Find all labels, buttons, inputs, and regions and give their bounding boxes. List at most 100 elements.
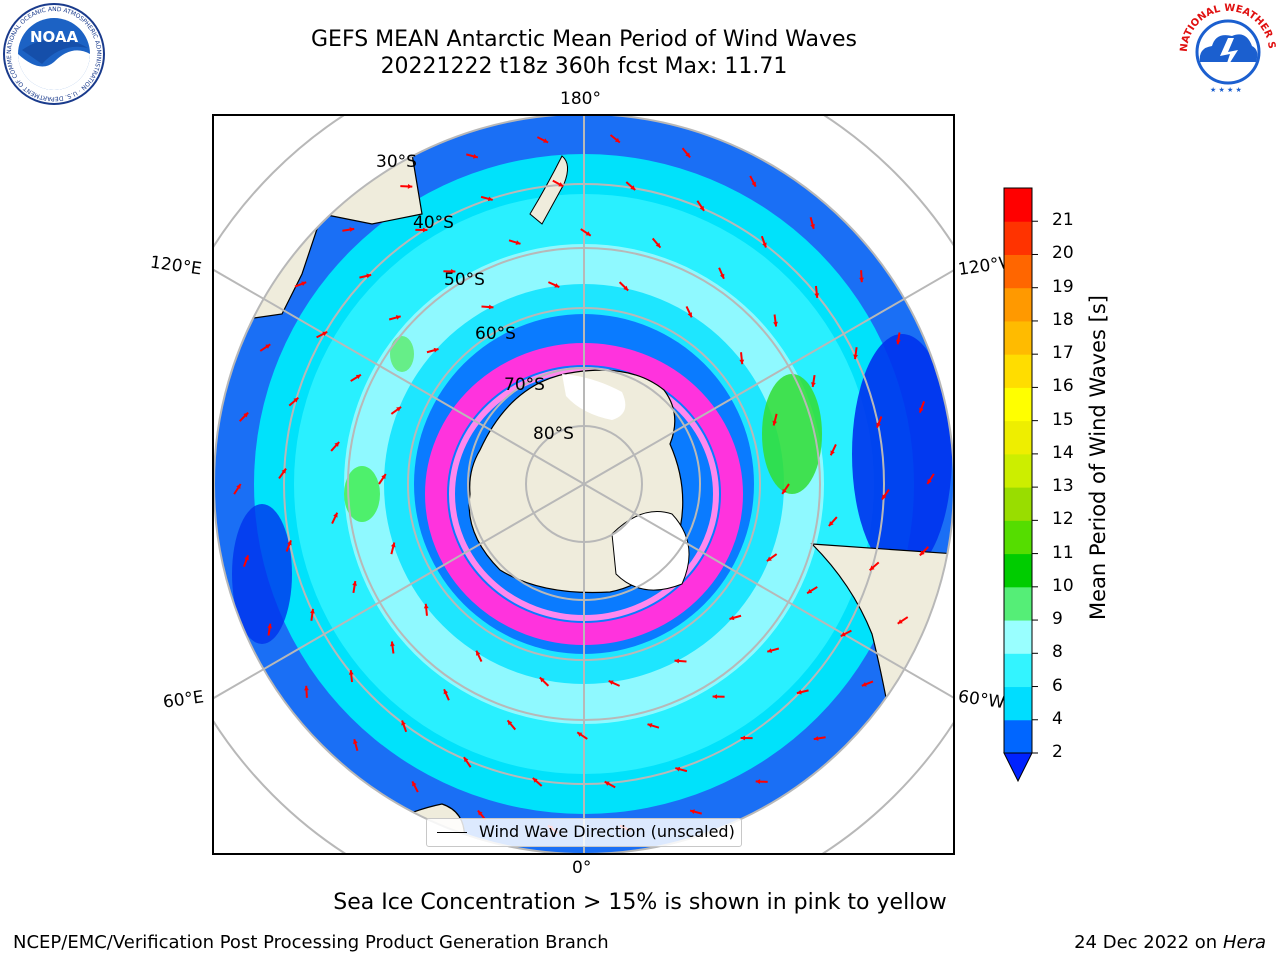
wave-direction-arrowhead (623, 285, 629, 291)
colorbar-segment (1004, 254, 1032, 289)
colorbar-segment (1004, 487, 1032, 521)
wave-direction-arrowhead (287, 540, 292, 546)
chart-subtitle: 20221222 t18z 360h fcst Max: 11.71 (380, 54, 788, 79)
wave-direction-arrowhead (304, 685, 309, 691)
wave-direction-arrowhead (507, 720, 513, 726)
colorbar-segment (1004, 420, 1032, 455)
new-zealand-landmass (529, 155, 568, 225)
wind-wave-direction-arrows (233, 134, 935, 834)
wave-direction-arrowhead (334, 442, 340, 447)
colorbar-tick-label: 19 (1052, 276, 1074, 297)
wave-direction-arrowhead (853, 354, 858, 360)
wave-direction-arrowhead (869, 565, 875, 571)
colorbar-segment (1004, 221, 1032, 255)
colorbar-tick-label: 18 (1052, 309, 1074, 330)
wave-direction-arrowhead (881, 494, 887, 500)
wave-direction-arrowhead (614, 137, 620, 143)
wave-direction-arrowhead (755, 779, 761, 784)
wave-direction-arrowhead (585, 231, 591, 236)
wave-direction-arrowhead (675, 766, 681, 772)
wave-direction-arrowhead (433, 347, 439, 353)
map-frame (212, 114, 955, 855)
wave-direction-arrowhead (463, 757, 469, 763)
wave-direction-arrowhead (401, 720, 406, 726)
wave-direction-arrowhead (355, 374, 361, 380)
colorbar-tick-label: 14 (1052, 442, 1074, 463)
wave-direction-arrowhead (390, 542, 396, 548)
wave-direction-arrowhead (473, 154, 478, 159)
colorbar-extend-triangle (1003, 752, 1033, 783)
noaa-logo-text: NOAA (30, 28, 79, 46)
wave-direction-arrowhead (762, 242, 767, 248)
meridian-label-60e: 60°E (161, 687, 206, 713)
wave-direction-arrowhead (539, 677, 545, 683)
wave-direction-arrowhead (729, 615, 735, 621)
wave-direction-arrowhead (244, 555, 249, 561)
colorbar-tick-label: 11 (1052, 542, 1074, 563)
colorbar-label: Mean Period of Wind Waves [s] (1086, 295, 1110, 620)
colorbar-segment (1004, 520, 1032, 555)
map-legend: Wind Wave Direction (unscaled) (426, 818, 742, 847)
wave-direction-arrowhead (739, 359, 745, 365)
wave-direction-arrowhead (712, 694, 718, 700)
colorbar-tick-label: 15 (1052, 409, 1074, 430)
wave-direction-arrowhead (828, 521, 834, 526)
wave-direction-arrowhead (558, 182, 564, 187)
wave-direction-arrowhead (751, 181, 756, 187)
lat-label-40s: 40°S (413, 213, 454, 233)
wave-direction-arrowhead (366, 273, 372, 279)
colorbar-segment (1004, 586, 1032, 621)
wave-direction-arrowhead (267, 623, 273, 629)
wave-direction-arrowhead (488, 304, 494, 310)
colorbar-segment (1004, 387, 1032, 422)
wave-direction-arrowhead (861, 681, 867, 687)
wave-direction-arrowhead (876, 422, 881, 428)
meridian-label-60w: 60°W (956, 686, 1007, 714)
wave-direction-arrowhead (412, 781, 417, 787)
colorbar-tick-label: 10 (1052, 575, 1074, 596)
lat-label-30s: 30°S (376, 152, 417, 172)
colorbar-tick-label: 9 (1052, 609, 1063, 630)
wave-direction-arrowhead (810, 223, 815, 229)
wave-direction-arrowhead (476, 650, 481, 656)
wave-direction-arrowhead (674, 658, 680, 664)
wave-direction-arrowhead (740, 735, 746, 741)
wave-direction-arrowhead (814, 293, 820, 298)
wave-direction-arrowhead (381, 474, 386, 480)
colorbar-segment (1004, 719, 1032, 754)
wave-direction-arrowhead (685, 152, 691, 158)
wave-direction-arrowhead (236, 484, 241, 489)
colorbar-segment (1004, 686, 1032, 721)
wave-direction-arrowhead (830, 450, 835, 456)
wave-direction-arrowhead (895, 339, 901, 345)
wave-direction-arrowhead (322, 331, 328, 337)
wave-direction-arrowhead (767, 648, 773, 653)
wave-direction-arrowhead (333, 512, 338, 518)
wave-direction-arrowhead (807, 588, 813, 594)
colorbar-tick-label: 16 (1052, 376, 1074, 397)
wave-direction-arrowhead (897, 619, 903, 624)
sea-ice-caption: Sea Ice Concentration > 15% is shown in … (333, 890, 947, 915)
colorbar-outline (1003, 187, 1033, 754)
svg-text:★ ★ ★ ★: ★ ★ ★ ★ (1210, 86, 1242, 94)
footer-date: 24 Dec 2022 on Hera (1074, 932, 1266, 953)
wave-direction-arrowhead (423, 603, 429, 609)
meridian-label-180: 180° (560, 89, 601, 109)
wave-direction-arrowhead (310, 608, 315, 614)
wave-direction-arrowhead (293, 397, 299, 403)
colorbar-tick-label: 21 (1052, 210, 1074, 231)
lat-label-60s: 60°S (475, 324, 516, 344)
lat-label-50s: 50°S (444, 270, 485, 290)
wave-direction-arrowhead (773, 321, 778, 327)
wave-direction-arrowhead (450, 268, 456, 274)
colorbar-tick-label: 20 (1052, 243, 1074, 264)
wave-direction-arrowhead (811, 382, 816, 387)
wave-direction-arrowhead (630, 185, 636, 191)
colorbar (1003, 187, 1038, 783)
wave-direction-arrowhead (719, 273, 725, 279)
wave-direction-arrowhead (349, 227, 355, 232)
wave-direction-arrowhead (608, 680, 614, 685)
wave-direction-arrowhead (353, 739, 358, 745)
colorbar-tick-label: 6 (1052, 675, 1063, 696)
lat-label-80s: 80°S (533, 424, 574, 444)
